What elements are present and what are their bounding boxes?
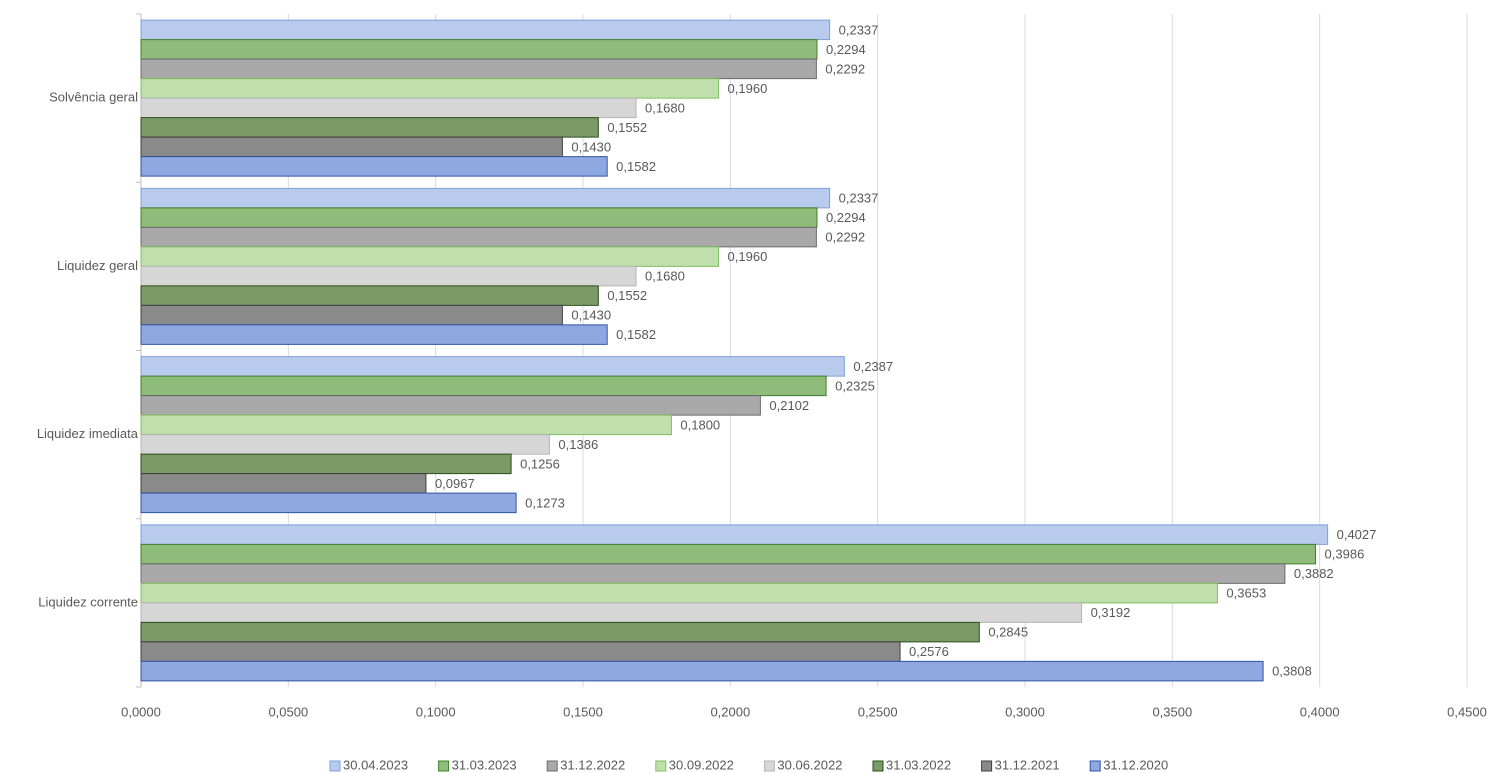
legend-swatch [981,760,993,772]
value-label: 0,2325 [835,378,875,393]
x-tick-label: 0,4000 [1300,704,1340,719]
bar [140,156,608,177]
value-label: 0,1386 [558,437,598,452]
value-label: 0,1960 [728,249,768,264]
bar [140,246,720,267]
legend-swatch [546,760,558,772]
value-label: 0,2294 [826,42,866,57]
y-tick-label: Liquidez geral [57,258,138,273]
bar [140,356,845,377]
value-label: 0,1582 [616,327,656,342]
x-tick-label: 0,2000 [710,704,750,719]
bar [140,543,1317,565]
bar [140,434,550,455]
bar [140,304,563,326]
value-label: 0,1273 [525,495,565,510]
x-tick-label: 0,4500 [1447,704,1487,719]
bar [140,78,720,99]
legend-swatch [655,760,667,772]
bar [140,473,427,494]
bar [140,524,1329,545]
legend-label: 31.03.2023 [452,757,517,772]
legend-label: 30.06.2022 [777,757,842,772]
value-label: 0,1256 [520,456,560,471]
bar [140,285,599,306]
legend-swatch [872,760,884,772]
bar [140,492,517,514]
value-label: 0,2337 [839,191,879,206]
value-label: 0,3653 [1226,586,1266,601]
bar [140,582,1218,604]
bar [140,641,901,662]
value-label: 0,4027 [1337,527,1377,542]
legend-label: 30.09.2022 [669,757,734,772]
value-label: 0,0967 [435,476,475,491]
y-tick-label: Solvência geral [49,90,138,105]
value-label: 0,1680 [645,100,685,115]
bar [140,187,831,209]
value-label: 0,3882 [1294,566,1334,581]
bar [140,207,818,228]
bar [140,39,818,60]
x-tick-label: 0,0500 [268,704,308,719]
bar [140,660,1264,682]
legend-swatch [438,760,450,772]
value-label: 0,1430 [571,308,611,323]
bar [140,602,1083,623]
bar [140,226,817,248]
legend-swatch [763,760,775,772]
legend-label: 31.12.2021 [995,757,1060,772]
value-label: 0,1430 [571,139,611,154]
value-label: 0,2387 [853,359,893,374]
bar [140,375,827,397]
value-label: 0,1552 [607,120,647,135]
value-label: 0,2294 [826,210,866,225]
value-label: 0,3808 [1272,664,1312,679]
legend-label: 31.12.2022 [560,757,625,772]
x-tick-label: 0,3000 [1005,704,1045,719]
bar [140,117,599,138]
x-tick-label: 0,1500 [563,704,603,719]
value-label: 0,2292 [825,61,865,76]
value-label: 0,3986 [1325,547,1365,562]
bar [140,136,563,158]
value-label: 0,2337 [839,22,879,37]
bar [140,563,1286,584]
value-label: 0,3192 [1091,605,1131,620]
bar [140,58,817,80]
bar [140,395,761,416]
bar [140,621,980,643]
bar [140,97,637,119]
bar [140,453,512,475]
y-tick-label: Liquidez corrente [38,594,138,609]
value-label: 0,1680 [645,269,685,284]
x-tick-label: 0,0000 [121,704,161,719]
value-label: 0,1800 [680,417,720,432]
legend-swatch [1089,760,1101,772]
legend-label: 30.04.2023 [343,757,408,772]
value-label: 0,2576 [909,644,949,659]
bar [140,19,831,41]
bar [140,265,637,287]
bar [140,414,672,436]
x-tick-label: 0,2500 [858,704,898,719]
legend-label: 31.03.2022 [886,757,951,772]
value-label: 0,1582 [616,159,656,174]
legend-swatch [329,760,341,772]
value-label: 0,2292 [825,230,865,245]
bar [140,324,608,345]
y-tick-label: Liquidez imediata [37,426,139,441]
value-label: 0,2845 [988,625,1028,640]
value-label: 0,2102 [769,398,809,413]
x-tick-label: 0,1000 [416,704,456,719]
value-label: 0,1552 [607,288,647,303]
value-label: 0,1960 [728,81,768,96]
x-tick-label: 0,3500 [1152,704,1192,719]
legend-label: 31.12.2020 [1103,757,1168,772]
